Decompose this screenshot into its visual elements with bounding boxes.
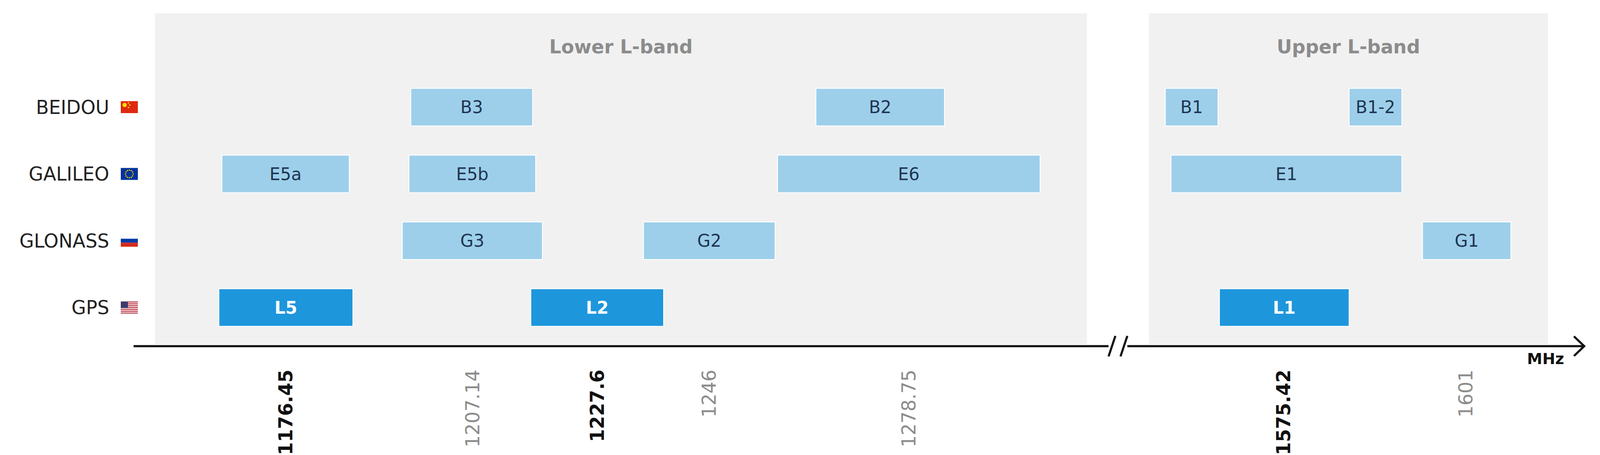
band-bar xyxy=(1422,221,1511,260)
row-label: GLONASS xyxy=(19,230,110,252)
flag xyxy=(120,234,138,247)
band-group xyxy=(402,221,543,260)
band-bar xyxy=(221,155,350,193)
band-bar xyxy=(1219,288,1350,327)
band-label: G1 xyxy=(1454,230,1479,251)
band-label: B1-2 xyxy=(1355,97,1396,117)
segment-title: Upper L-band xyxy=(1276,35,1421,58)
segment-title: Lower L-band xyxy=(549,35,693,58)
band-bar xyxy=(1165,88,1219,126)
band-label: L1 xyxy=(1273,297,1296,318)
band-bar xyxy=(777,155,1041,193)
tick-label: 1246 xyxy=(698,369,720,418)
band-bar xyxy=(643,221,776,260)
axis-break xyxy=(1108,335,1116,357)
x-axis-label: MHz xyxy=(1527,349,1565,368)
plot-area xyxy=(154,13,1088,344)
band-group xyxy=(1422,221,1511,260)
row-label: BEIDOU xyxy=(35,96,110,119)
band-group xyxy=(221,155,350,193)
band-bar xyxy=(1171,155,1402,193)
band-label: E5a xyxy=(269,164,302,184)
band-bar xyxy=(410,88,533,126)
band-group xyxy=(1349,88,1402,126)
band-group xyxy=(1165,88,1219,126)
band-label: E5b xyxy=(456,164,489,184)
band-label: B1 xyxy=(1180,97,1204,117)
band-label: L2 xyxy=(585,297,609,318)
band-group xyxy=(643,221,776,260)
band-group xyxy=(218,288,353,327)
chart: Lower L-band Upper L-band BEIDOU B3 B2 B1 B1-2… xyxy=(0,0,1600,455)
band-label: B2 xyxy=(868,97,892,117)
flag xyxy=(120,101,138,114)
band-bar xyxy=(408,155,536,193)
x-axis xyxy=(133,345,1584,348)
band-group xyxy=(816,88,945,126)
band-group xyxy=(1171,155,1402,193)
band-label: B3 xyxy=(460,97,484,117)
tick-label: 1278.75 xyxy=(897,369,920,448)
band-bar xyxy=(402,221,543,260)
axis-arrow xyxy=(1573,336,1585,356)
tick-label: 1601 xyxy=(1454,369,1477,418)
plot-area xyxy=(1148,13,1548,344)
band-bar xyxy=(816,88,945,126)
band-group xyxy=(777,155,1041,193)
band-label: E6 xyxy=(897,164,920,184)
flag xyxy=(120,168,138,181)
band-group xyxy=(530,288,664,327)
band-bar xyxy=(218,288,353,327)
band-bar xyxy=(1349,88,1402,126)
band-label: G2 xyxy=(697,230,722,251)
flag xyxy=(120,301,138,314)
band-label: G3 xyxy=(460,230,484,251)
tick-label: 1575.42 xyxy=(1272,369,1295,455)
row-label: GALILEO xyxy=(28,163,110,185)
band-group xyxy=(408,155,536,193)
band-label: E1 xyxy=(1275,164,1298,184)
band-label: L5 xyxy=(274,297,298,318)
tick-label: 1227.6 xyxy=(586,369,609,443)
band-group xyxy=(1219,288,1350,327)
tick-label: 1176.45 xyxy=(274,369,297,455)
band-bar xyxy=(530,288,664,327)
tick-label: 1207.14 xyxy=(461,369,484,448)
row-label: GPS xyxy=(71,296,110,319)
axis-break xyxy=(1120,335,1128,357)
band-group xyxy=(410,88,533,126)
